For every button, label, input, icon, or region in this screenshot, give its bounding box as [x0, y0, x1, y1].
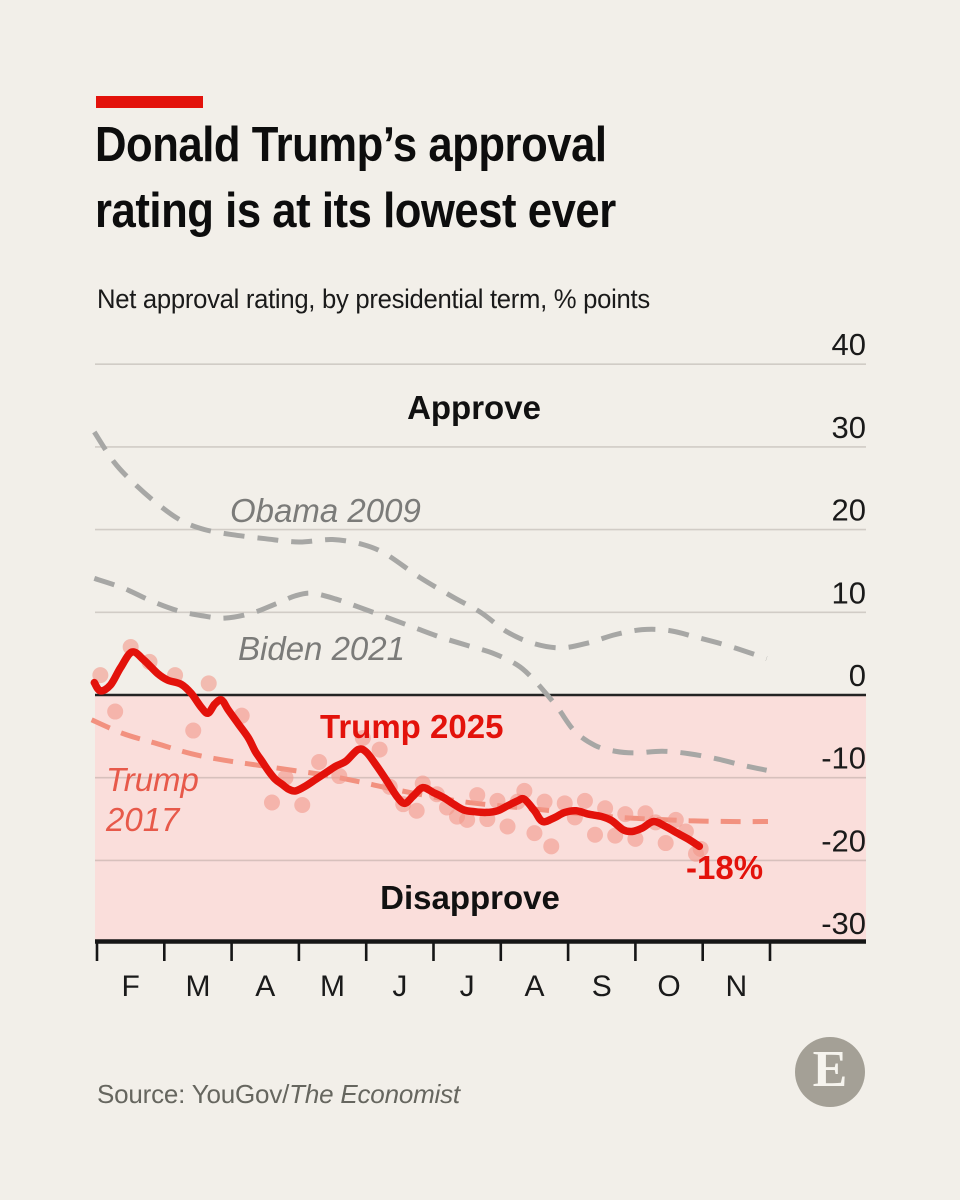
- x-tick-label: F: [121, 970, 139, 1003]
- title-line-1: Donald Trump’s approval: [95, 118, 607, 172]
- trump-2017-label-line-2: 2017: [106, 801, 180, 838]
- poll-dot: [657, 835, 674, 852]
- approve-zone-label: Approve: [407, 389, 541, 426]
- poll-dot: [526, 825, 543, 842]
- trump-2017-label-line-1: Trump: [106, 761, 199, 798]
- x-tick-label: M: [185, 970, 210, 1003]
- poll-dot: [576, 792, 593, 809]
- poll-dot: [536, 793, 553, 810]
- poll-dot: [294, 796, 311, 813]
- x-tick-label: J: [460, 970, 475, 1003]
- poll-dot: [185, 722, 202, 739]
- x-tick-label: A: [524, 970, 544, 1003]
- y-tick-label: 20: [832, 493, 866, 528]
- y-tick-label: -20: [821, 823, 866, 858]
- x-tick-label: S: [592, 970, 612, 1003]
- trump-2025-series-label: Trump 2025: [320, 708, 504, 745]
- poll-dot: [200, 675, 217, 692]
- source-prefix: Source: YouGov/: [97, 1079, 290, 1109]
- poll-dot: [459, 811, 476, 828]
- poll-dot: [499, 818, 516, 835]
- poll-dot: [107, 703, 124, 720]
- y-tick-label: 30: [832, 410, 866, 445]
- poll-dot: [597, 800, 614, 817]
- poll-dot: [587, 826, 604, 843]
- x-tick-label: J: [392, 970, 407, 1003]
- series-line-biden-2021: [93, 576, 768, 773]
- poll-dot: [469, 787, 486, 804]
- source-publication: The Economist: [289, 1079, 460, 1109]
- y-tick-label: 0: [849, 658, 866, 693]
- obama-2009-series-label: Obama 2009: [230, 492, 421, 529]
- poll-dot: [92, 667, 109, 684]
- disapprove-zone-label: Disapprove: [380, 879, 560, 916]
- poll-dot: [556, 795, 573, 812]
- x-tick-label: O: [657, 970, 680, 1003]
- poll-dot: [543, 838, 560, 855]
- poll-dot: [516, 782, 533, 799]
- biden-2021-series-label: Biden 2021: [238, 630, 405, 667]
- series-line-obama-2009: [92, 430, 768, 661]
- latest-value-label: -18%: [686, 849, 764, 886]
- y-tick-label: -30: [821, 906, 866, 941]
- chart-subtitle: Net approval rating, by presidential ter…: [97, 284, 650, 314]
- source-attribution: Source: YouGov/The Economist: [97, 1079, 460, 1110]
- poll-dot: [607, 827, 624, 844]
- y-tick-label: -10: [821, 741, 866, 776]
- poll-dot: [331, 768, 348, 785]
- series-line-trump-2025: [90, 648, 704, 851]
- page-title: Donald Trump’s approval rating is at its…: [95, 112, 825, 244]
- x-tick-label: A: [255, 970, 275, 1003]
- series-line-trump-2017: [90, 717, 768, 825]
- accent-bar: [96, 96, 203, 108]
- y-tick-label: 10: [832, 575, 866, 610]
- poll-dot: [354, 730, 371, 747]
- title-line-2: rating is at its lowest ever: [95, 184, 616, 238]
- poll-dot: [311, 753, 328, 770]
- economist-logo: E: [795, 1037, 865, 1107]
- x-tick-label: M: [320, 970, 345, 1003]
- x-tick-label: N: [726, 970, 748, 1003]
- poll-dot: [667, 811, 684, 828]
- y-tick-label: 40: [832, 327, 866, 362]
- economist-logo-letter: E: [812, 1041, 848, 1098]
- poll-dot: [263, 794, 280, 811]
- poll-dot: [371, 741, 388, 758]
- poll-dot: [617, 806, 634, 823]
- trump-2017-series-label: Trump 2017: [106, 760, 199, 840]
- poll-dot: [408, 802, 425, 819]
